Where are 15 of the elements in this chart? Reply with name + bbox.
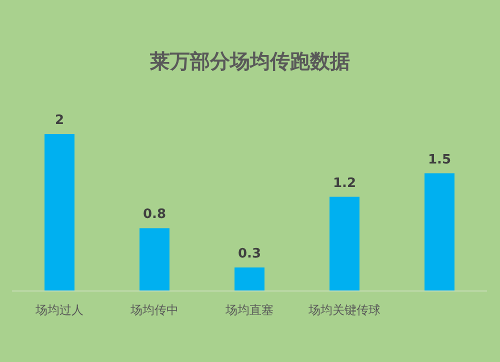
x-tick-label: 场均传中 — [130, 303, 178, 317]
chart-title: 莱万部分场均传跑数据 — [149, 49, 350, 73]
x-tick-label: 场均直塞 — [224, 303, 274, 317]
bar — [44, 134, 74, 291]
bar — [330, 196, 360, 291]
data-label: 0.3 — [238, 246, 262, 262]
x-tick-label: 场均关键传球 — [308, 303, 380, 317]
bar — [140, 228, 170, 291]
bar — [234, 267, 264, 291]
x-tick-label: 场均过人 — [34, 303, 84, 317]
data-label: 0.8 — [142, 207, 166, 222]
data-label: 2 — [54, 113, 64, 128]
data-label: 1.2 — [332, 176, 356, 191]
bar — [424, 173, 454, 291]
data-label: 1.5 — [428, 152, 452, 168]
